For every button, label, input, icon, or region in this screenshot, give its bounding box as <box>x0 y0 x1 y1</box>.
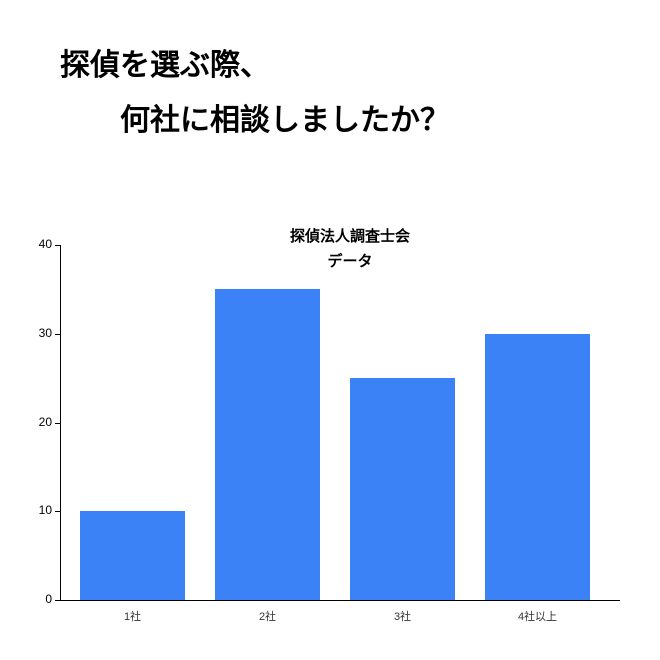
y-tick-label: 20 <box>22 415 52 429</box>
y-tick-label: 40 <box>22 237 52 251</box>
y-tick-mark <box>55 511 60 512</box>
y-tick-label: 0 <box>22 592 52 606</box>
x-tick-label: 3社 <box>350 608 455 624</box>
bar <box>350 378 455 600</box>
x-tick-label: 1社 <box>80 608 185 624</box>
x-tick-label: 2社 <box>215 608 320 624</box>
y-tick-mark <box>55 600 60 601</box>
chart-title-line-1: 探偵法人調査士会 <box>270 225 430 246</box>
bar <box>215 289 320 600</box>
heading-line-1: 探偵を選ぶ際、 <box>60 40 270 84</box>
x-tick-label: 4社以上 <box>485 608 590 624</box>
bar <box>80 511 185 600</box>
y-tick-mark <box>55 334 60 335</box>
y-tick-mark <box>55 423 60 424</box>
y-axis-line <box>60 245 61 600</box>
heading-line-2: 何社に相談しましたか？ <box>120 95 450 139</box>
x-axis-line <box>60 600 620 601</box>
y-tick-mark <box>55 245 60 246</box>
y-tick-label: 10 <box>22 503 52 517</box>
bar <box>485 334 590 600</box>
y-tick-label: 30 <box>22 326 52 340</box>
